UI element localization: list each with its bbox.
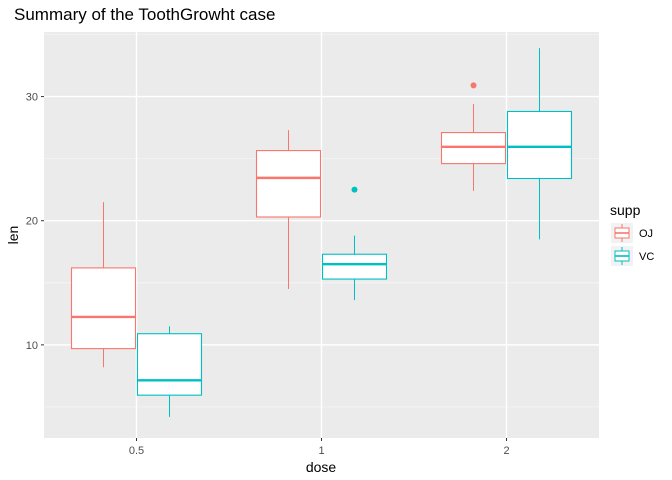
x-axis-title: dose [306, 459, 337, 475]
x-tick-label: 1 [318, 445, 324, 457]
y-tick-label: 30 [26, 92, 38, 104]
box-iqr [321, 253, 388, 280]
box-iqr [136, 333, 203, 396]
legend-item-OJ: OJ [611, 223, 653, 243]
boxes [70, 48, 573, 417]
box-OJ-0.5 [70, 202, 137, 368]
plot-area [44, 32, 599, 438]
box-OJ-2 [440, 82, 507, 191]
legend-item-VC: VC [611, 246, 654, 266]
box-iqr [255, 150, 322, 218]
x-tick-label: 2 [503, 445, 509, 457]
box-VC-2 [506, 48, 573, 240]
outlier-point [351, 186, 358, 193]
box-VC-0.5 [136, 326, 203, 417]
y-axis-title: len [5, 226, 21, 245]
box-VC-1 [321, 186, 388, 301]
legend-label: OJ [639, 228, 653, 240]
y-tick-label: 10 [26, 340, 38, 352]
box-iqr [440, 132, 507, 165]
box-iqr [506, 110, 573, 180]
y-axis: 10 20 30 [26, 92, 44, 352]
x-axis: 0.5 1 2 [129, 438, 510, 457]
legend-label: VC [639, 251, 654, 263]
box-iqr [70, 267, 137, 350]
chart-title: Summary of the ToothGrowht case [14, 5, 275, 24]
legend-title: supp [610, 202, 641, 218]
x-tick-label: 0.5 [129, 445, 144, 457]
gridlines [44, 32, 599, 438]
outlier-point [470, 82, 477, 89]
box-OJ-1 [255, 130, 322, 290]
y-tick-label: 20 [26, 216, 38, 228]
legend: supp OJ VC [610, 202, 654, 266]
